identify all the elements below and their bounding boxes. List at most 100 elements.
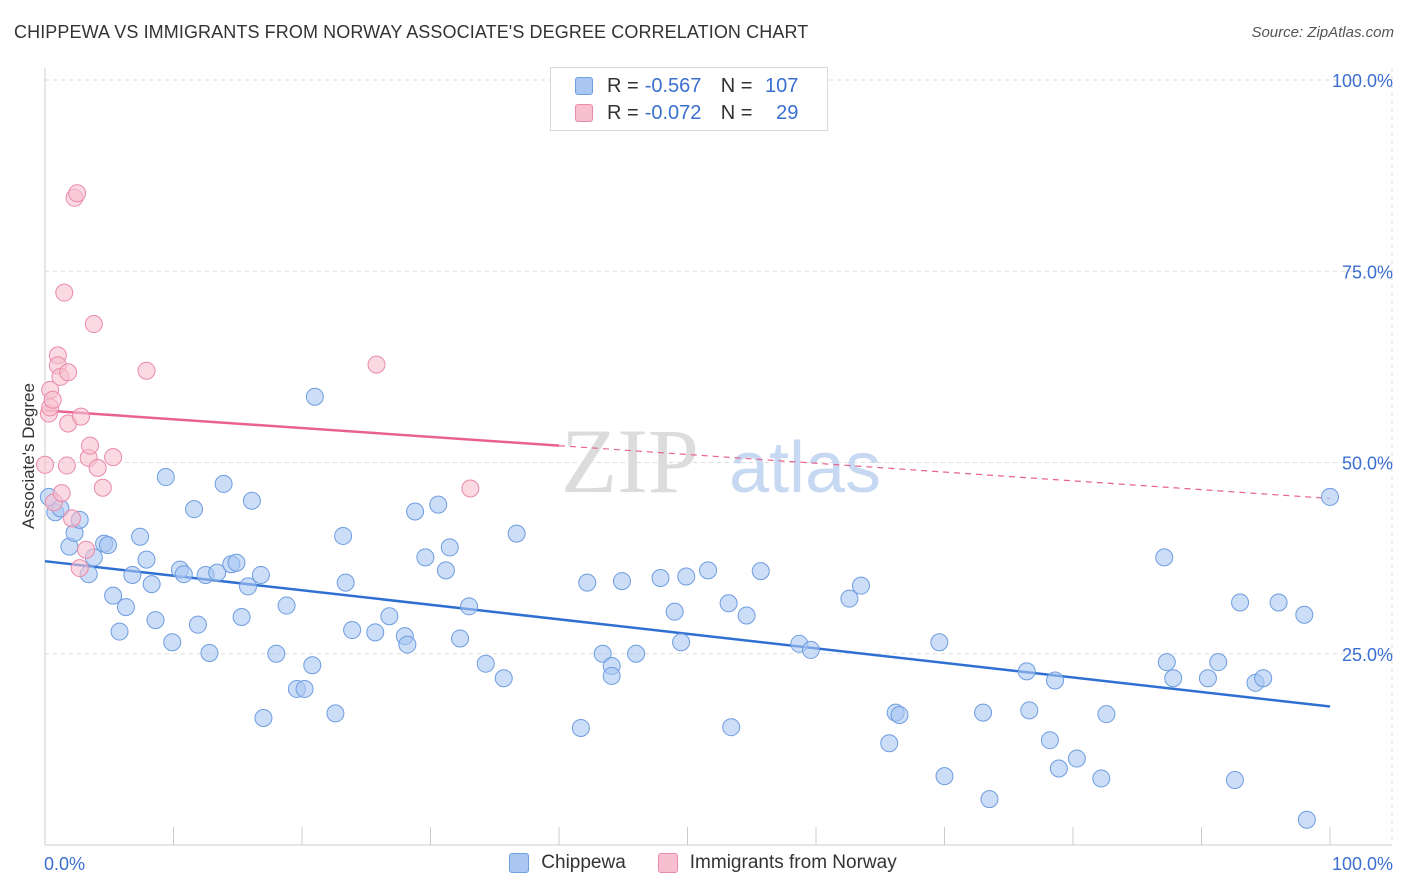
chippewa-point [602,666,621,685]
chippewa-point [840,589,859,608]
norway-point [137,361,156,380]
r-value: -0.567 [644,74,702,97]
chippewa-point [930,633,949,652]
chippewa-point [185,500,204,519]
chippewa-point [142,575,161,594]
norway-point [57,456,76,475]
y-tick-label: 25.0% [1342,645,1393,665]
watermark: ZIP atlas [561,410,881,512]
chippewa-point [251,565,270,584]
chippewa-point [476,654,495,673]
chippewa-point [163,633,182,652]
legend-label: Immigrants from Norway [689,852,897,873]
norway-point [59,363,78,382]
norway-swatch [657,853,678,873]
series-legend: Chippewa Immigrants from Norway [0,852,1406,874]
chippewa-point [1164,669,1183,688]
chippewa-point [507,524,526,543]
n-value: 29 [776,101,799,124]
r-label: R = [607,74,639,97]
r-label: R = [607,101,639,124]
legend-row-norway: R = -0.072 N = 29 [575,100,798,126]
chippewa-point [1295,605,1314,624]
norway-point [62,509,81,528]
chippewa-point [677,567,696,586]
chart-title: CHIPPEWA VS IMMIGRANTS FROM NORWAY ASSOC… [14,22,809,42]
chippewa-point [935,767,954,786]
watermark-atlas: atlas [729,428,881,508]
chippewa-point [429,495,448,514]
n-label: N = [720,101,753,124]
chippewa-point [1046,671,1065,690]
x-tick-label: 100.0% [1332,854,1393,874]
chippewa-point [1097,705,1116,724]
n-label: N = [720,74,753,97]
norway-point [367,355,386,374]
chippewa-point [1231,593,1250,612]
source-credit: Source: ZipAtlas.com [1251,24,1394,41]
chippewa-point [1067,749,1086,768]
chippewa-point [174,565,193,584]
legend-label: Chippewa [541,852,626,873]
chippewa-point [208,563,227,582]
correlation-legend: R = -0.567 N = 107 R = -0.072 N = 29 [550,67,828,131]
norway-point [52,484,71,503]
norway-point [68,184,87,203]
norway-point [104,448,123,467]
norway-swatch [575,104,593,122]
data-points [36,184,1339,829]
chippewa-point [137,550,156,569]
chippewa-point [227,553,246,572]
chippewa-point [1020,701,1039,720]
chippewa-point [1297,810,1316,829]
norway-point [70,559,89,578]
chippewa-point [737,606,756,625]
chippewa-swatch [509,853,530,873]
chippewa-point [334,526,353,545]
chippewa-point [343,621,362,640]
y-tick-label: 100.0% [1332,71,1393,91]
chippewa-point [627,644,646,663]
axes [44,68,1392,846]
chippewa-point [295,679,314,698]
chippewa-point [406,502,425,521]
chippewa-point [1209,653,1228,672]
norway-trend-line [44,409,560,447]
norway-trend-extension [558,445,1331,500]
chippewa-point [380,607,399,626]
y-tick-label: 50.0% [1342,454,1393,474]
norway-point [43,390,62,409]
chippewa-point [1269,593,1288,612]
chippewa-point [1040,731,1059,750]
watermark-zip: ZIP [561,410,699,512]
x-tick-label: 0.0% [44,854,85,874]
chippewa-point [1225,770,1244,789]
chippewa-point [214,474,233,493]
chippewa-point [305,387,324,406]
chippewa-point [890,705,909,724]
chippewa-point [398,635,417,654]
chippewa-point [200,643,219,662]
legend-item-chippewa: Chippewa [509,852,626,874]
chippewa-point [131,527,150,546]
chippewa-point [578,573,597,592]
chippewa-point [104,586,123,605]
chippewa-point [1321,487,1339,506]
chippewa-point [239,577,258,596]
chippewa-swatch [575,77,593,95]
chippewa-point [851,576,870,595]
chippewa-point [494,669,513,688]
chippewa-point [699,561,718,580]
norway-point [84,315,103,334]
norway-point [55,283,74,302]
chippewa-point [672,633,691,652]
tick-labels: 25.0% 50.0% 75.0% 100.0% 0.0% 100.0% [44,71,1393,874]
chippewa-point [242,491,261,510]
chippewa-point [436,561,455,580]
trend-lines [44,409,1331,708]
norway-point [71,407,90,426]
chippewa-point [1049,759,1068,778]
chippewa-point [98,536,117,555]
chippewa-point [277,596,296,615]
